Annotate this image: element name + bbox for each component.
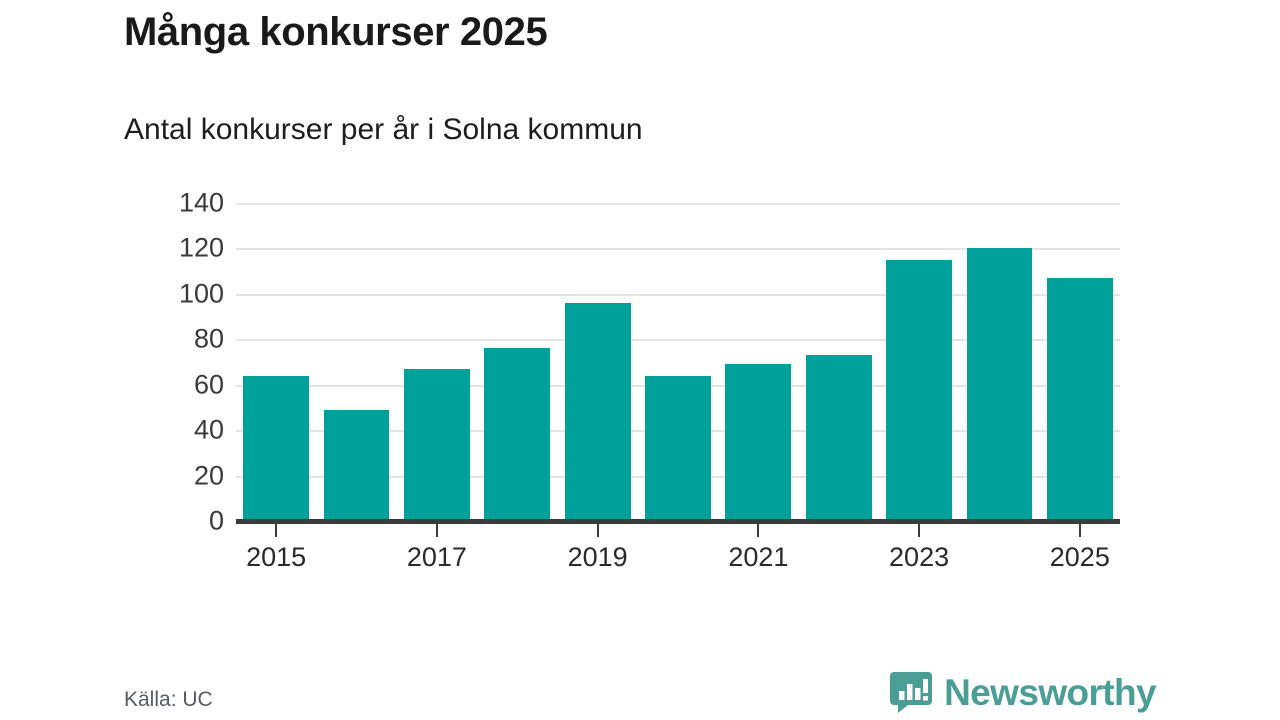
x-axis-tick-label: 2015 (246, 542, 307, 572)
x-axis-tick-label: 2025 (1049, 542, 1110, 572)
x-axis-tick-label: 2021 (728, 542, 789, 572)
y-axis-tick-label: 80 (193, 323, 224, 354)
newsworthy-logo: Newsworthy (889, 668, 1157, 716)
bar (484, 348, 551, 521)
y-axis-tick-label: 100 (178, 278, 224, 309)
x-axis-tick-mark (918, 524, 921, 537)
bar (243, 375, 310, 521)
y-axis-tick-label: 140 (178, 187, 224, 218)
y-axis-tick-label: 40 (193, 414, 224, 445)
bar (805, 355, 872, 521)
y-axis-tick-label: 120 (178, 232, 224, 263)
page-title: Många konkurser 2025 (124, 10, 548, 54)
x-axis-tick-labels: 2015 2017 2019 2021 2023 2025 (236, 524, 1120, 584)
gridline (236, 248, 1120, 251)
gridline (236, 203, 1120, 205)
x-axis-tick-label: 2017 (406, 542, 467, 572)
y-axis-tick-label: 20 (193, 460, 224, 491)
bar (1046, 277, 1113, 521)
x-axis-tick-mark (275, 524, 278, 537)
y-axis-tick-label: 60 (193, 369, 224, 400)
chart-subtitle: Antal konkurser per år i Solna kommun (124, 113, 643, 146)
gridline (236, 293, 1120, 296)
source-note: Källa: UC (124, 688, 213, 711)
bar-series (236, 203, 1120, 521)
bar (886, 259, 953, 521)
x-axis-tick-mark (435, 524, 438, 537)
x-axis-tick-label: 2019 (567, 542, 628, 572)
bar (403, 368, 470, 521)
x-axis-tick-mark (757, 524, 760, 537)
bar (645, 375, 711, 521)
x-axis-tick-label: 2023 (889, 542, 950, 572)
x-axis-tick-mark (1078, 524, 1081, 537)
bar (966, 248, 1033, 521)
y-axis-tick-label: 0 (208, 505, 224, 536)
y-axis-tick-labels: 0 20 40 60 80 100 120 140 (104, 189, 224, 534)
bar (564, 302, 631, 521)
speech-bubble-bar-chart-icon (890, 672, 933, 713)
bar (323, 409, 390, 521)
logo-wordmark: Newsworthy (944, 671, 1157, 713)
x-axis-line (236, 519, 1120, 524)
x-axis-tick-mark (596, 524, 599, 537)
bar (725, 364, 792, 521)
gridline (236, 339, 1120, 342)
